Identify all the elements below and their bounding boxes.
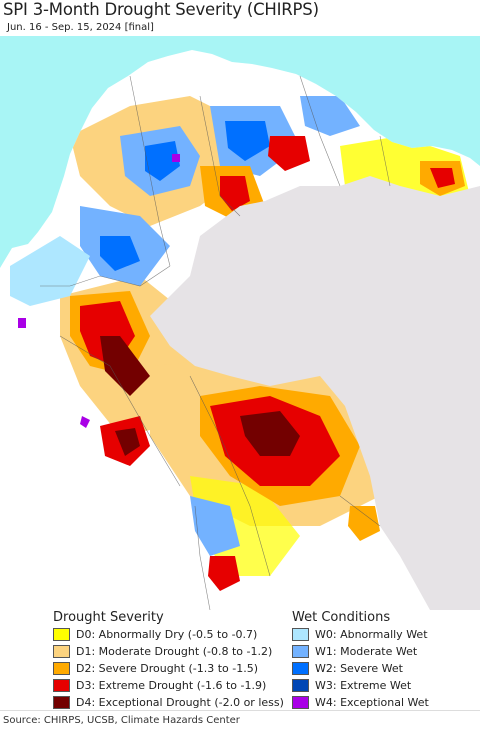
w2-label: W2: Severe Wet (315, 662, 403, 675)
map-subtitle: Jun. 16 - Sep. 15, 2024 [final] (7, 22, 154, 33)
d0-label: D0: Abnormally Dry (-0.5 to -0.7) (76, 628, 258, 641)
legend-item-d0: D0: Abnormally Dry (-0.5 to -0.7) (53, 627, 257, 642)
w1-swatch (292, 645, 309, 658)
w1-label: W1: Moderate Wet (315, 645, 418, 658)
legend-item-d3: D3: Extreme Drought (-1.6 to -1.9) (53, 678, 266, 693)
d4-swatch (53, 696, 70, 709)
w3-label: W3: Extreme Wet (315, 679, 412, 692)
legend-item-d1: D1: Moderate Drought (-0.8 to -1.2) (53, 644, 272, 659)
w0-label: W0: Abnormally Wet (315, 628, 428, 641)
drought-severity-heading: Drought Severity (53, 610, 164, 625)
country-borders (40, 75, 391, 610)
d2-label: D2: Severe Drought (-1.3 to -1.5) (76, 662, 259, 675)
w4-swatch (292, 696, 309, 709)
d0-swatch (53, 628, 70, 641)
w0-swatch (292, 628, 309, 641)
legend-item-w2: W2: Severe Wet (292, 661, 403, 676)
wet-conditions-heading: Wet Conditions (292, 610, 391, 625)
legend-item-d2: D2: Severe Drought (-1.3 to -1.5) (53, 661, 258, 676)
d3-label: D3: Extreme Drought (-1.6 to -1.9) (76, 679, 267, 692)
w2-swatch (292, 662, 309, 675)
footer: Source: CHIRPS, UCSB, Climate Hazards Ce… (0, 710, 480, 731)
d4-label: D4: Exceptional Drought (-2.0 or less) (76, 696, 284, 709)
d3-swatch (53, 679, 70, 692)
drought-map (0, 36, 480, 610)
legend-item-d4: D4: Exceptional Drought (-2.0 or less) (53, 695, 284, 710)
map-title: SPI 3-Month Drought Severity (CHIRPS) (3, 0, 319, 19)
legend-item-w1: W1: Moderate Wet (292, 644, 417, 659)
w3-swatch (292, 679, 309, 692)
drought-overlay (10, 96, 480, 610)
d1-swatch (53, 645, 70, 658)
w4-label: W4: Exceptional Wet (315, 696, 429, 709)
source-credit: Source: CHIRPS, UCSB, Climate Hazards Ce… (3, 715, 240, 726)
legend-item-w3: W3: Extreme Wet (292, 678, 411, 693)
d1-label: D1: Moderate Drought (-0.8 to -1.2) (76, 645, 273, 658)
legend-item-w4: W4: Exceptional Wet (292, 695, 429, 710)
d2-swatch (53, 662, 70, 675)
legend: Drought Severity Wet Conditions D0: Abno… (0, 610, 480, 710)
legend-item-w0: W0: Abnormally Wet (292, 627, 428, 642)
